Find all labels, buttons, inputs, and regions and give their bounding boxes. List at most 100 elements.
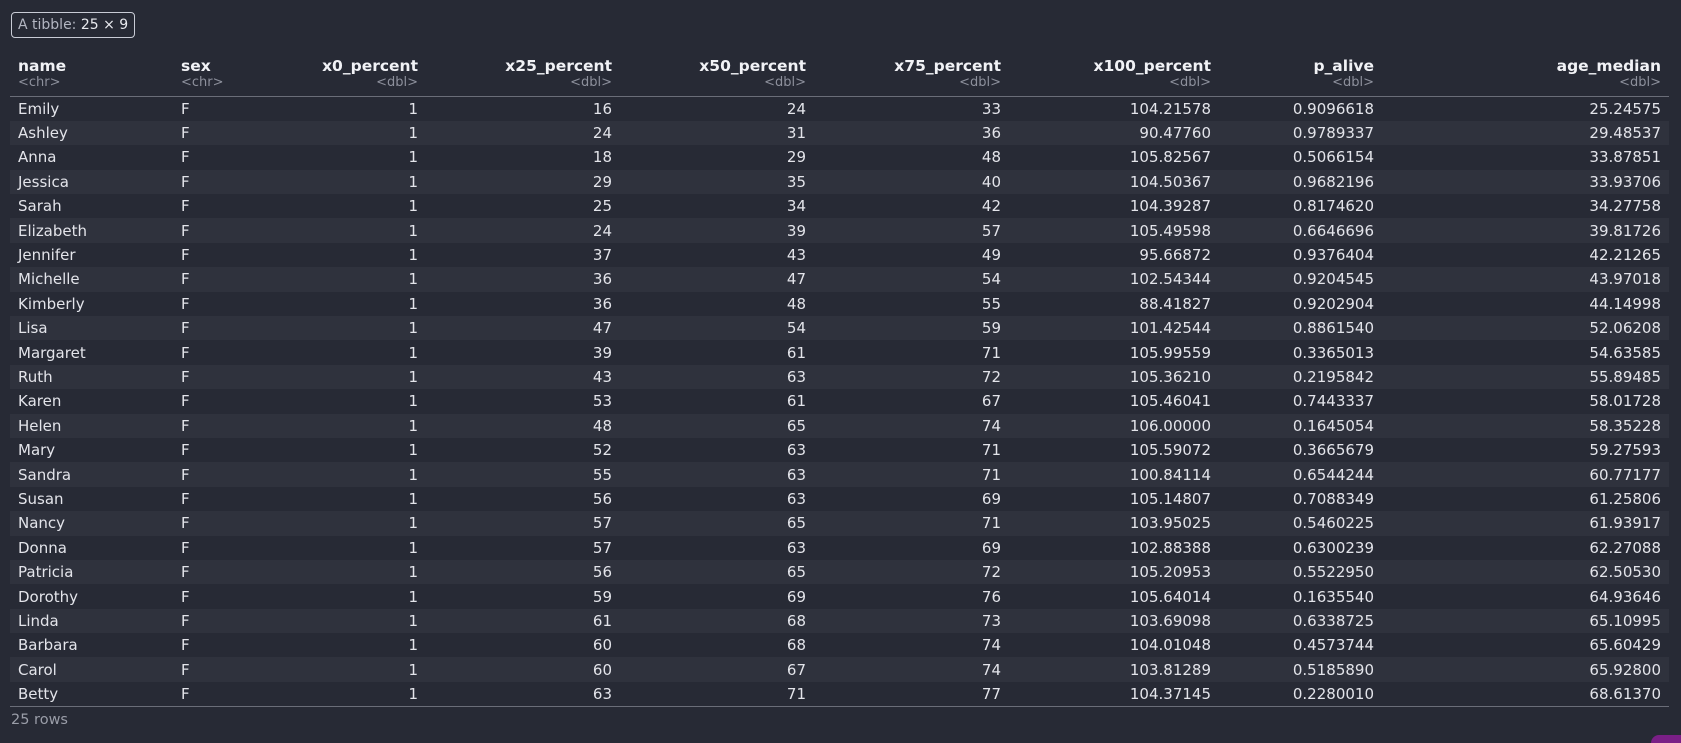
cell-p-alive: 0.6646696 — [1292, 221, 1374, 240]
cell-x50-percent: 47 — [786, 270, 806, 289]
cell-name: Jennifer — [18, 246, 76, 265]
column-header-p-alive: p_alive — [1313, 57, 1374, 75]
column-type-x100-percent: <dbl> — [1009, 75, 1219, 97]
table-row: Nancy F 1 57 65 71 103.95025 0.5460225 6… — [10, 511, 1669, 536]
cell-x0-percent: 1 — [408, 587, 418, 606]
cell-name: Carol — [18, 660, 57, 679]
cell-x50-percent: 24 — [786, 99, 806, 118]
cell-x0-percent: 1 — [408, 172, 418, 191]
cell-x0-percent: 1 — [408, 636, 418, 655]
cell-name: Michelle — [18, 270, 80, 289]
cell-name: Barbara — [18, 636, 78, 655]
cell-x0-percent: 1 — [408, 99, 418, 118]
column-type-age-median: <dbl> — [1382, 75, 1669, 97]
cell-x100-percent: 102.88388 — [1129, 538, 1211, 557]
cell-x25-percent: 24 — [592, 124, 612, 143]
table-row: Margaret F 1 39 61 71 105.99559 0.336501… — [10, 340, 1669, 365]
cell-x75-percent: 71 — [981, 441, 1001, 460]
cell-name: Helen — [18, 416, 62, 435]
cell-name: Linda — [18, 611, 59, 630]
cell-x75-percent: 59 — [981, 319, 1001, 338]
cell-p-alive: 0.9789337 — [1292, 124, 1374, 143]
cell-age-median: 33.93706 — [1589, 172, 1661, 191]
cell-sex: F — [181, 270, 190, 289]
table-row: Kimberly F 1 36 48 55 88.41827 0.9202904… — [10, 291, 1669, 317]
cell-name: Mary — [18, 441, 56, 460]
cell-x25-percent: 57 — [592, 514, 612, 533]
table-row: Michelle F 1 36 47 54 102.54344 0.920454… — [10, 267, 1669, 292]
cell-x50-percent: 34 — [786, 197, 806, 216]
cell-p-alive: 0.4573744 — [1292, 636, 1374, 655]
column-type-x0-percent: <dbl> — [253, 75, 426, 97]
column-header-age-median: age_median — [1556, 57, 1661, 75]
cell-x75-percent: 76 — [981, 587, 1001, 606]
cell-x100-percent: 105.20953 — [1129, 563, 1211, 582]
tibble-badge-prefix: A tibble: — [18, 17, 77, 33]
cell-age-median: 39.81726 — [1589, 221, 1661, 240]
cell-x0-percent: 1 — [408, 221, 418, 240]
cell-x25-percent: 60 — [592, 660, 612, 679]
cell-age-median: 58.35228 — [1589, 416, 1661, 435]
table-row: Mary F 1 52 63 71 105.59072 0.3665679 59… — [10, 437, 1669, 463]
cell-x50-percent: 54 — [786, 319, 806, 338]
cell-x0-percent: 1 — [408, 246, 418, 265]
cell-age-median: 58.01728 — [1589, 392, 1661, 411]
cell-age-median: 43.97018 — [1589, 270, 1661, 289]
cell-name: Karen — [18, 392, 62, 411]
cell-x75-percent: 74 — [981, 660, 1001, 679]
cell-x100-percent: 106.00000 — [1129, 416, 1211, 435]
cell-x100-percent: 105.59072 — [1129, 441, 1211, 460]
cell-p-alive: 0.7088349 — [1292, 489, 1374, 508]
cell-x75-percent: 49 — [981, 246, 1001, 265]
cell-x25-percent: 29 — [592, 172, 612, 191]
table-row: Patricia F 1 56 65 72 105.20953 0.552295… — [10, 559, 1669, 585]
cell-x25-percent: 36 — [592, 270, 612, 289]
cell-x25-percent: 36 — [592, 294, 612, 313]
cell-p-alive: 0.3365013 — [1292, 343, 1374, 362]
cell-x25-percent: 60 — [592, 636, 612, 655]
cell-x50-percent: 68 — [786, 636, 806, 655]
cell-name: Emily — [18, 99, 60, 118]
cell-x0-percent: 1 — [408, 197, 418, 216]
table-row: Barbara F 1 60 68 74 104.01048 0.4573744… — [10, 633, 1669, 658]
cell-name: Lisa — [18, 319, 48, 338]
table-row: Emily F 1 16 24 33 104.21578 0.9096618 2… — [10, 96, 1669, 121]
tibble-table: name sex x0_percent x25_percent x50_perc… — [10, 52, 1669, 707]
cell-x50-percent: 65 — [786, 514, 806, 533]
cell-p-alive: 0.5522950 — [1292, 563, 1374, 582]
cell-age-median: 59.27593 — [1589, 441, 1661, 460]
cell-x100-percent: 105.82567 — [1129, 148, 1211, 167]
cell-x75-percent: 71 — [981, 465, 1001, 484]
cell-x100-percent: 101.42544 — [1129, 319, 1211, 338]
cell-x75-percent: 71 — [981, 514, 1001, 533]
cell-p-alive: 0.6338725 — [1292, 611, 1374, 630]
cell-x75-percent: 57 — [981, 221, 1001, 240]
table-row: Betty F 1 63 71 77 104.37145 0.2280010 6… — [10, 681, 1669, 707]
cell-x0-percent: 1 — [408, 611, 418, 630]
cell-age-median: 55.89485 — [1589, 367, 1661, 386]
cell-x75-percent: 72 — [981, 563, 1001, 582]
cell-x0-percent: 1 — [408, 660, 418, 679]
cell-sex: F — [181, 148, 190, 167]
header-row: name sex x0_percent x25_percent x50_perc… — [10, 52, 1669, 75]
cell-p-alive: 0.9682196 — [1292, 172, 1374, 191]
table-row: Jennifer F 1 37 43 49 95.66872 0.9376404… — [10, 242, 1669, 268]
table-row: Carol F 1 60 67 74 103.81289 0.5185890 6… — [10, 657, 1669, 682]
column-type-x25-percent: <dbl> — [426, 75, 620, 97]
cell-x25-percent: 56 — [592, 563, 612, 582]
cell-p-alive: 0.6544244 — [1292, 465, 1374, 484]
table-row: Sarah F 1 25 34 42 104.39287 0.8174620 3… — [10, 194, 1669, 219]
cell-x0-percent: 1 — [408, 392, 418, 411]
cell-name: Ashley — [18, 124, 68, 143]
cell-x50-percent: 31 — [786, 124, 806, 143]
cell-x50-percent: 61 — [786, 392, 806, 411]
table-row: Donna F 1 57 63 69 102.88388 0.6300239 6… — [10, 535, 1669, 560]
cell-x25-percent: 56 — [592, 489, 612, 508]
corner-resize-handle[interactable] — [1651, 735, 1681, 743]
tibble-badge: A tibble: 25 × 9 — [11, 12, 136, 38]
table-row: Lisa F 1 47 54 59 101.42544 0.8861540 52… — [10, 316, 1669, 341]
cell-x50-percent: 63 — [786, 538, 806, 557]
cell-sex: F — [181, 563, 190, 582]
cell-p-alive: 0.8861540 — [1292, 319, 1374, 338]
cell-x50-percent: 68 — [786, 611, 806, 630]
